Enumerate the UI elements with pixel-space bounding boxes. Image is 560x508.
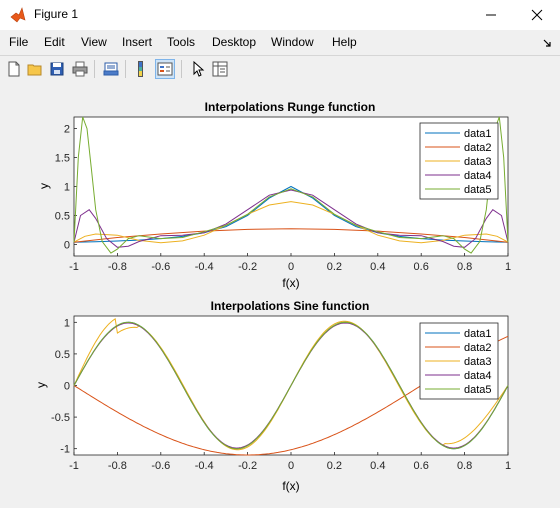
menu-insert[interactable]: Insert: [122, 35, 153, 49]
series-line-data2: [73, 228, 509, 243]
axes-runge[interactable]: Interpolations Runge function -1 -0.8 -0.6…: [37, 100, 511, 290]
x-tick-label: 0.6: [414, 261, 429, 273]
title-bar: Figure 1: [0, 0, 560, 30]
y-tick-label: 1.5: [55, 153, 70, 165]
x-tick-label: -0.4: [195, 261, 214, 273]
maximize-button[interactable]: [469, 0, 515, 30]
toolbar-separator: [94, 60, 95, 78]
menu-desktop[interactable]: Desktop: [212, 35, 257, 49]
y-tick-label: 0.5: [55, 349, 70, 361]
property-inspector-icon: [212, 61, 228, 77]
x-tick-label: -0.4: [195, 460, 214, 472]
toolbar-separator: [181, 60, 182, 78]
toolbar-separator: [125, 60, 126, 78]
y-tick-label: 2: [64, 124, 70, 136]
figure-svg: Interpolations Runge function -1 -0.8 -0.6…: [34, 100, 511, 493]
x-tick-label: 0.2: [327, 261, 342, 273]
insert-colorbar-button[interactable]: [133, 59, 153, 79]
legend-label: data5: [464, 384, 492, 396]
menu-view[interactable]: View: [81, 35, 107, 49]
legend-label: data2: [464, 342, 492, 354]
x-tick-label: 0: [288, 261, 294, 273]
legend-label: data1: [464, 328, 492, 340]
series-line-data4: [73, 189, 509, 248]
close-icon: [531, 9, 543, 21]
x-tick-label: 0: [288, 460, 294, 472]
property-inspector-button[interactable]: [210, 59, 230, 79]
axes-title: Interpolations Runge function: [205, 100, 376, 114]
x-axis-label: f(x): [282, 276, 299, 290]
axes-title: Interpolations Sine function: [211, 299, 370, 313]
menu-tools[interactable]: Tools: [167, 35, 196, 49]
x-tick-label: 1: [505, 460, 511, 472]
new-file-icon: [8, 61, 20, 77]
edit-plot-button[interactable]: [188, 59, 208, 79]
cursor-arrow-icon: [193, 61, 205, 77]
legend-label: data4: [464, 170, 492, 182]
legend-label: data2: [464, 142, 492, 154]
x-tick-label: 0.8: [457, 261, 472, 273]
open-file-button[interactable]: [25, 59, 45, 79]
minimize-icon: [486, 14, 496, 16]
series-line-data5: [73, 116, 509, 254]
y-tick-label: -0.5: [51, 412, 70, 424]
legend-label: data1: [464, 128, 492, 140]
x-tick-label: 1: [505, 261, 511, 273]
series-line-data3: [73, 201, 509, 244]
folder-icon: [27, 64, 42, 76]
close-button[interactable]: [514, 0, 560, 30]
save-icon: [50, 62, 64, 76]
x-tick-label: -0.2: [238, 460, 257, 472]
menu-bar: File Edit View Insert Tools Desktop Wind…: [0, 30, 560, 54]
x-tick-label: -1: [69, 460, 79, 472]
legend-label: data4: [464, 370, 492, 382]
y-tick-label: 0: [64, 381, 70, 393]
window-title: Figure 1: [34, 7, 79, 21]
axes-sine[interactable]: Interpolations Sine function -1 -0.8 -0.6 -…: [34, 299, 511, 493]
y-tick-label: 0.5: [55, 210, 70, 222]
y-tick-label: 1: [64, 182, 70, 194]
x-tick-label: 0.2: [327, 460, 342, 472]
y-axis-label: y: [34, 382, 48, 388]
save-button[interactable]: [47, 59, 67, 79]
print-button[interactable]: [70, 59, 90, 79]
menu-window[interactable]: Window: [271, 35, 314, 49]
legend-icon: [157, 62, 173, 76]
x-tick-label: -0.2: [238, 261, 257, 273]
y-tick-label: 0: [64, 239, 70, 251]
legend-label: data3: [464, 356, 492, 368]
menu-edit[interactable]: Edit: [44, 35, 65, 49]
minimize-button[interactable]: [468, 0, 514, 30]
series-line-data5: [73, 321, 509, 450]
print-preview-button[interactable]: [101, 59, 121, 79]
insert-legend-button[interactable]: [155, 59, 175, 79]
x-tick-label: -1: [69, 261, 79, 273]
x-tick-label: 0.8: [457, 460, 472, 472]
x-tick-label: -0.6: [151, 460, 170, 472]
colorbar-icon: [138, 61, 143, 77]
new-figure-button[interactable]: [4, 59, 24, 79]
legend-label: data5: [464, 184, 492, 196]
figure-canvas: Interpolations Runge function -1 -0.8 -0.6…: [0, 83, 560, 503]
x-tick-label: 0.6: [414, 460, 429, 472]
printer-icon: [72, 61, 88, 77]
x-tick-label: 0.4: [370, 261, 385, 273]
x-tick-label: -0.6: [151, 261, 170, 273]
y-axis-label: y: [37, 183, 51, 189]
dock-arrow-icon[interactable]: [542, 38, 552, 48]
toolbar: [0, 55, 560, 84]
x-tick-label: -0.8: [108, 460, 127, 472]
x-tick-label: 0.4: [370, 460, 385, 472]
matlab-icon: [10, 7, 26, 23]
print-preview-icon: [103, 62, 119, 76]
menu-file[interactable]: File: [9, 35, 29, 49]
x-tick-label: -0.8: [108, 261, 127, 273]
menu-help[interactable]: Help: [332, 35, 357, 49]
y-tick-label: 1: [64, 317, 70, 329]
y-tick-label: -1: [60, 444, 70, 456]
legend-label: data3: [464, 156, 492, 168]
x-axis-label: f(x): [282, 479, 299, 493]
